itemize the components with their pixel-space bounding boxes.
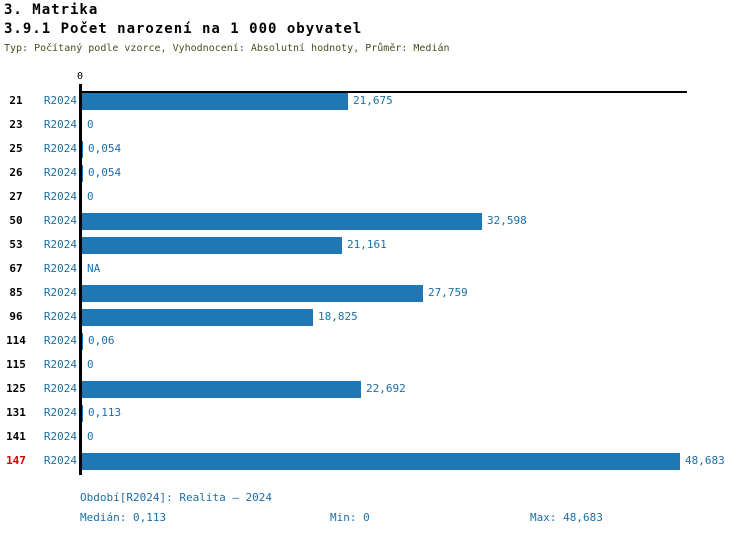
row-period-label: R2024 (43, 262, 77, 275)
row-id-label: 115 (6, 358, 26, 371)
axis-zero-tick-label: 0 (76, 71, 84, 82)
chart-row: 85 R2024 27,759 (0, 281, 750, 305)
value-label: NA (87, 262, 101, 275)
chart-row: 114 R2024 0,06 (0, 329, 750, 353)
chart-row: 23 R2024 0 (0, 113, 750, 137)
chart-row: 141 R2024 0 (0, 425, 750, 449)
chart-title: 3.9.1 Počet narození na 1 000 obyvatel (4, 21, 363, 37)
row-id-label: 53 (9, 238, 23, 251)
row-id-label: 25 (9, 142, 23, 155)
value-label: 22,692 (366, 382, 406, 395)
value-label: 27,759 (428, 286, 468, 299)
row-id-label: 26 (9, 166, 23, 179)
row-period-label: R2024 (43, 238, 77, 251)
row-period-label: R2024 (43, 286, 77, 299)
chart-row: 50 R2024 32,598 (0, 209, 750, 233)
row-id-label: 67 (9, 262, 23, 275)
value-label: 21,675 (353, 94, 393, 107)
row-period-label: R2024 (43, 166, 77, 179)
footer-period: Období[R2024]: Realita – 2024 (80, 491, 273, 504)
value-label: 0 (87, 430, 94, 443)
row-period-label: R2024 (43, 214, 77, 227)
value-bar (82, 93, 348, 110)
value-label: 48,683 (685, 454, 725, 467)
row-id-label: 27 (9, 190, 23, 203)
chart-row: 26 R2024 0,054 (0, 161, 750, 185)
value-label: 0,06 (88, 334, 115, 347)
row-period-label: R2024 (43, 94, 77, 107)
value-label: 0,054 (88, 166, 122, 179)
row-id-label: 125 (6, 382, 26, 395)
row-id-label: 85 (9, 286, 23, 299)
row-period-label: R2024 (43, 190, 77, 203)
value-label: 0 (87, 118, 94, 131)
row-id-label: 131 (6, 406, 26, 419)
row-period-label: R2024 (43, 454, 77, 467)
footer-median: Medián: 0,113 (80, 511, 167, 524)
value-label: 0 (87, 358, 94, 371)
chart-row: 96 R2024 18,825 (0, 305, 750, 329)
value-label: 21,161 (347, 238, 387, 251)
chart-meta: Typ: Počítaný podle vzorce, Vyhodnocení:… (4, 43, 450, 54)
value-bar (82, 381, 361, 398)
chart-row: 115 R2024 0 (0, 353, 750, 377)
chart-row: 131 R2024 0,113 (0, 401, 750, 425)
value-label: 0,054 (88, 142, 122, 155)
y-axis-line (79, 84, 82, 475)
value-bar (82, 333, 83, 350)
value-label: 0 (87, 190, 94, 203)
row-period-label: R2024 (43, 142, 77, 155)
row-id-label: 141 (6, 430, 26, 443)
row-id-label: 147 (6, 454, 26, 467)
page-title: 3. Matrika (4, 2, 99, 18)
row-id-label: 50 (9, 214, 23, 227)
row-period-label: R2024 (43, 382, 77, 395)
row-period-label: R2024 (43, 430, 77, 443)
chart-row: 27 R2024 0 (0, 185, 750, 209)
value-bar (82, 213, 482, 230)
row-id-label: 114 (6, 334, 26, 347)
row-id-label: 96 (9, 310, 23, 323)
value-label: 32,598 (487, 214, 527, 227)
chart-row: 53 R2024 21,161 (0, 233, 750, 257)
chart-row: 67 R2024 NA (0, 257, 750, 281)
value-label: 18,825 (318, 310, 358, 323)
value-bar (82, 165, 83, 182)
chart-row: 25 R2024 0,054 (0, 137, 750, 161)
value-bar (82, 285, 423, 302)
row-period-label: R2024 (43, 406, 77, 419)
value-bar (82, 237, 342, 254)
value-bar (82, 405, 83, 422)
value-bar (82, 141, 83, 158)
x-axis-line (79, 91, 687, 93)
value-label: 0,113 (88, 406, 122, 419)
row-id-label: 23 (9, 118, 23, 131)
value-bar (82, 309, 313, 326)
value-bar (82, 453, 680, 470)
row-period-label: R2024 (43, 118, 77, 131)
chart-row: 21 R2024 21,675 (0, 89, 750, 113)
footer-max: Max: 48,683 (530, 511, 603, 524)
row-period-label: R2024 (43, 310, 77, 323)
chart-row: 125 R2024 22,692 (0, 377, 750, 401)
row-period-label: R2024 (43, 358, 77, 371)
row-period-label: R2024 (43, 334, 77, 347)
chart-row: 147 R2024 48,683 (0, 449, 750, 473)
row-id-label: 21 (9, 94, 23, 107)
footer-min: Min: 0 (330, 511, 370, 524)
